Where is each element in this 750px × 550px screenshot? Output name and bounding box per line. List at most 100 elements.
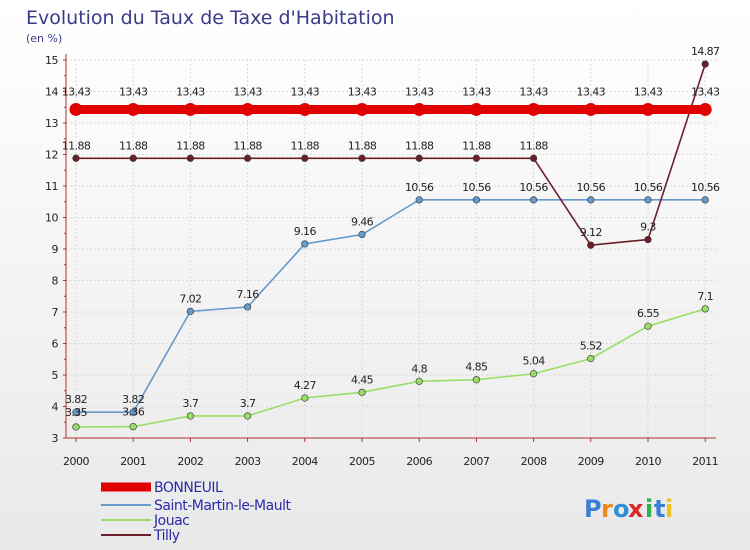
data-point [529, 370, 538, 378]
data-label: 7.1 [697, 290, 713, 303]
data-point [641, 102, 655, 116]
data-point [472, 376, 481, 384]
data-label: 9.16 [294, 225, 317, 238]
logo-letter: i [665, 495, 673, 523]
data-point [529, 196, 538, 204]
data-label: 9.12 [580, 226, 602, 239]
logo-letter: i [645, 495, 653, 523]
data-point [358, 388, 366, 396]
data-label: 10.56 [405, 181, 434, 194]
data-label: 3.36 [122, 406, 145, 419]
x-tick-label: 2000 [63, 455, 89, 468]
data-label: 13.43 [62, 85, 91, 98]
x-tick-label: 2009 [578, 455, 604, 468]
data-point [244, 412, 252, 420]
x-tick-label: 2007 [463, 455, 489, 468]
data-label: 11.88 [519, 139, 548, 152]
logo-letter: x [628, 495, 644, 523]
data-label: 13.43 [348, 85, 377, 98]
data-point [472, 196, 481, 204]
data-label: 7.02 [179, 292, 201, 305]
legend-label: Jouac [153, 513, 189, 529]
y-tick-label: 10 [45, 212, 58, 225]
data-label: 13.43 [519, 85, 548, 98]
y-tick-label: 6 [52, 338, 59, 351]
data-point [126, 102, 140, 116]
data-point [415, 377, 423, 385]
y-tick-label: 15 [45, 54, 58, 67]
data-point [129, 408, 137, 416]
series-line-jouac [75, 308, 706, 428]
data-point [72, 154, 80, 162]
data-label: 4.27 [294, 379, 317, 392]
data-label: 11.88 [348, 139, 377, 152]
data-label: 9.46 [351, 216, 374, 229]
data-point [301, 394, 309, 402]
data-point [129, 154, 137, 162]
x-tick-label: 2001 [120, 455, 146, 468]
data-point [415, 196, 423, 204]
data-point [72, 423, 80, 431]
y-tick-label: 11 [45, 180, 58, 193]
data-point [186, 154, 194, 162]
grid [66, 59, 716, 439]
data-label: 3.7 [183, 397, 199, 410]
series-line-tilly [76, 63, 706, 247]
data-point [244, 154, 252, 162]
y-tick-label: 8 [52, 275, 59, 288]
data-point [72, 408, 80, 416]
data-point [358, 154, 366, 162]
data-label: 3.7 [240, 397, 256, 410]
data-label: 5.04 [523, 355, 546, 368]
data-labels: 13.43 13.43 13.43 13.43 13.43 13.43 13.43 13.43… [62, 45, 721, 419]
data-point [301, 154, 309, 162]
logo-letter: o [613, 495, 630, 523]
y-tick-label: 13 [45, 117, 58, 130]
data-point [701, 196, 709, 204]
x-tick-label: 2010 [635, 455, 661, 468]
data-label: 4.45 [351, 373, 374, 386]
data-label: 13.43 [577, 85, 606, 98]
data-point [529, 154, 538, 162]
data-point [298, 102, 312, 116]
data-label: 11.88 [62, 139, 91, 152]
data-point [584, 102, 598, 116]
data-label: 11.88 [176, 139, 205, 152]
data-point [644, 196, 652, 204]
data-label: 13.43 [233, 85, 262, 98]
data-point [701, 60, 709, 68]
data-point [587, 355, 595, 363]
data-label: 13.43 [405, 85, 434, 98]
data-label: 10.56 [577, 181, 606, 194]
data-label: 11.88 [405, 139, 434, 152]
data-point [472, 154, 481, 162]
logo-letter: P [584, 495, 602, 523]
data-point [244, 303, 252, 311]
legend-label: BONNEUIL [154, 480, 223, 496]
data-label: 11.88 [233, 139, 262, 152]
data-point [69, 102, 83, 116]
x-tick-label: 2005 [349, 455, 375, 468]
data-label: 13.43 [119, 85, 148, 98]
axes: 3 4 5 6 7 8 9 10 11 12 13 14 15 2000 2001 2002 2003 2004 2… [45, 54, 719, 468]
y-tick-label: 3 [52, 432, 59, 445]
data-label: 13.43 [634, 85, 663, 98]
x-tick-label: 2011 [692, 455, 718, 468]
y-tick-label: 9 [52, 243, 59, 256]
data-label: 7.16 [237, 288, 260, 301]
data-label: 13.43 [691, 85, 720, 98]
chart-subtitle: (en %) [26, 32, 62, 45]
data-label: 3.82 [65, 393, 87, 406]
data-point [701, 305, 709, 313]
data-point [186, 412, 194, 420]
y-tick-label: 5 [52, 369, 59, 382]
x-tick-label: 2003 [235, 455, 261, 468]
data-label: 5.52 [580, 340, 602, 353]
data-point [186, 307, 194, 315]
y-tick-label: 12 [45, 149, 58, 162]
data-point [355, 102, 369, 116]
data-label: 3.35 [65, 406, 88, 419]
